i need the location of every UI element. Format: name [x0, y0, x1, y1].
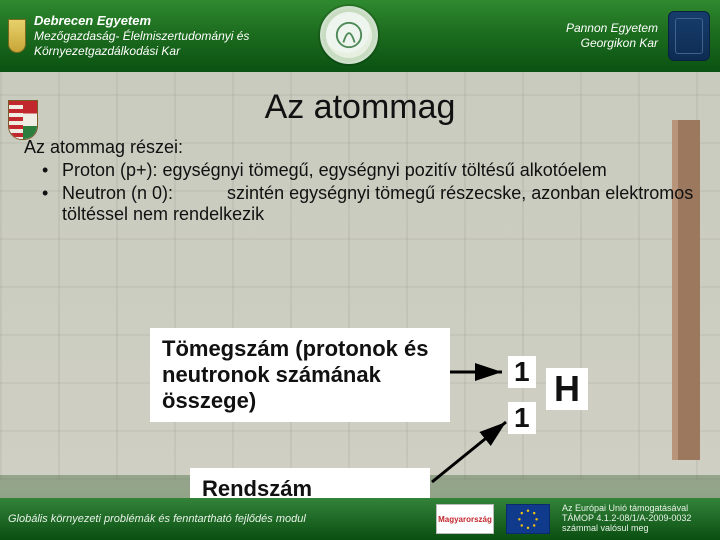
- right-uni-text: Pannon Egyetem Georgikon Kar: [566, 21, 658, 51]
- mass-number-value: 1: [508, 356, 536, 388]
- right-uni-name: Pannon Egyetem: [566, 21, 658, 36]
- left-uni-text: Debrecen Egyetem Mezőgazdaság- Élelmisze…: [34, 13, 249, 59]
- bullet-list: Proton (p+): egységnyi tömegű, egységnyi…: [24, 160, 696, 225]
- hungary-arms-icon: [8, 100, 38, 140]
- mass-number-label: Tömegszám (protonok és neutronok számána…: [150, 328, 450, 422]
- header-bar: Debrecen Egyetem Mezőgazdaság- Élelmisze…: [0, 0, 720, 72]
- footer-module: Globális környezeti problémák és fenntar…: [8, 513, 306, 525]
- left-fac-line2: Környezetgazdálkodási Kar: [34, 44, 249, 59]
- arrow-mass-icon: [448, 362, 508, 382]
- content-block: Az atommag részei: Proton (p+): egységny…: [24, 137, 696, 225]
- lead-text: Az atommag részei:: [24, 137, 696, 158]
- center-badge-icon: [320, 6, 378, 64]
- footer-eu-note: Az Európai Unió támogatásával TÁMOP 4.1.…: [562, 504, 712, 534]
- list-item: Neutron (n 0): szintén egységnyi tömegű …: [42, 183, 696, 225]
- debrecen-shield-icon: [8, 19, 26, 53]
- left-uni-name: Debrecen Egyetem: [34, 13, 249, 29]
- magyarorszag-logo-icon: Magyarország: [436, 504, 494, 534]
- atomic-number-value: 1: [508, 402, 536, 434]
- header-right: Pannon Egyetem Georgikon Kar: [566, 11, 720, 61]
- arrow-atomic-icon: [428, 416, 512, 486]
- magyar-text: Magyarország: [438, 515, 492, 524]
- right-fac: Georgikon Kar: [566, 36, 658, 51]
- eu-flag-icon: [506, 504, 550, 534]
- header-left: Debrecen Egyetem Mezőgazdaság- Élelmisze…: [0, 13, 249, 59]
- list-item: Proton (p+): egységnyi tömegű, egységnyi…: [42, 160, 696, 181]
- slide-body: Az atommag Az atommag részei: Proton (p+…: [0, 88, 720, 514]
- diagram-area: Tömegszám (protonok és neutronok számána…: [0, 298, 720, 514]
- footer-bar: Globális környezeti problémák és fenntar…: [0, 498, 720, 540]
- element-symbol: H: [546, 368, 588, 410]
- pannon-shield-icon: [668, 11, 710, 61]
- page-title: Az atommag: [0, 88, 720, 127]
- footer-code: TÁMOP 4.1.2-08/1/A-2009-0032 számmal val…: [562, 514, 712, 534]
- left-fac-line1: Mezőgazdaság- Élelmiszertudományi és: [34, 29, 249, 44]
